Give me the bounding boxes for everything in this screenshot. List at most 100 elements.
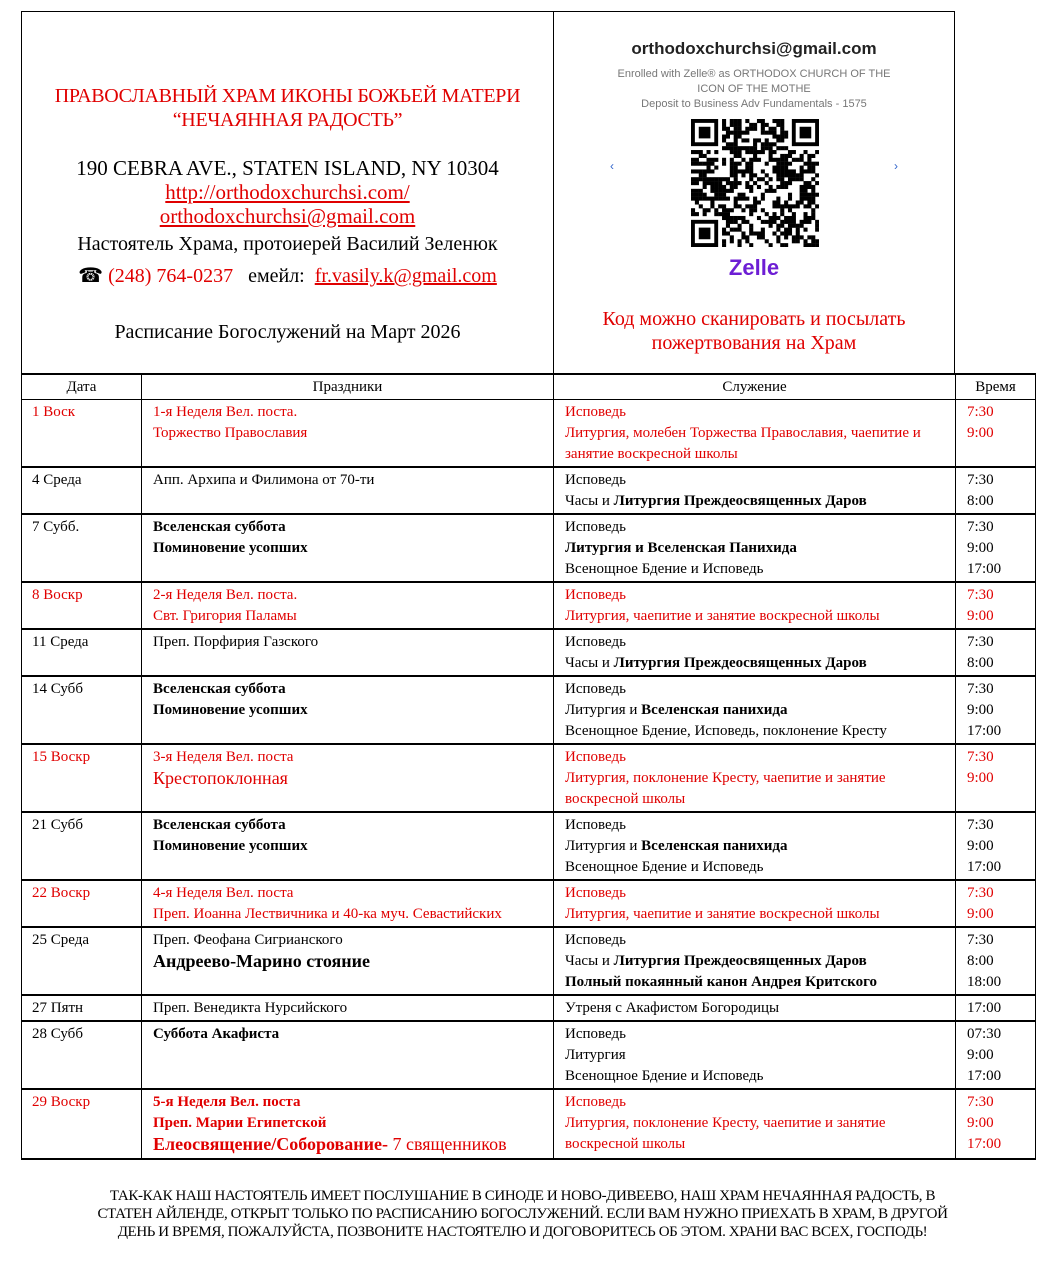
holiday-line: Поминовение усопших — [153, 700, 553, 721]
time-value: 9:00 — [967, 1115, 994, 1131]
date-cell: 7 Субб. — [21, 513, 142, 583]
service-line: Литургия, чаепитие и занятие воскресной … — [565, 606, 955, 627]
holiday-line: Торжество Православия — [153, 423, 553, 444]
text-segment: 2-я Неделя Вел. поста. — [153, 587, 298, 603]
website-line: http://orthodoxchurchsi.com/ — [22, 180, 553, 204]
text-segment: Литургия, чаепитие и занятие воскресной … — [565, 608, 880, 624]
service-line: Часы и Литургия Преждеосвященных Даров — [565, 653, 955, 674]
schedule-section: Дата Праздники Служение Время 1 Воск 1-я … — [0, 373, 1045, 1241]
table-row: 4 Среда Апп. Архипа и Филимона от 70-ти Ис… — [21, 466, 1036, 515]
text-segment: Исповедь — [565, 587, 626, 603]
holiday-line: 3-я Неделя Вел. поста — [153, 747, 553, 768]
text-segment: Всенощное Бдение и Исповедь — [565, 859, 764, 875]
col-header-time: Время — [955, 373, 1036, 400]
col-header-holidays: Праздники — [141, 373, 554, 400]
text-segment: Литургия Преждеосвященных Даров — [613, 953, 867, 969]
date-cell: 4 Среда — [21, 466, 142, 515]
text-segment: 3-я Неделя Вел. поста — [153, 749, 294, 765]
zelle-enrolled-line2: ICON OF THE MOTHE — [697, 83, 811, 95]
time-value: 17:00 — [967, 859, 1002, 875]
text-segment: Суббота Акафиста — [153, 1026, 280, 1042]
service-cell: Исповедь Литургия Всенощное Бдение и Испов… — [553, 1020, 956, 1090]
time-cell: 7:30 8:00 18:00 — [955, 926, 1036, 996]
time-cell: 17:00 — [955, 994, 1036, 1022]
text-segment: Часы и — [565, 953, 614, 969]
website-link[interactable]: http://orthodoxchurchsi.com/ — [165, 180, 410, 204]
holiday-cell: 1-я Неделя Вел. поста. Торжество Правосла… — [141, 399, 554, 468]
chevron-right-icon[interactable]: › — [894, 159, 898, 173]
email-link[interactable]: orthodoxchurchsi@gmail.com — [159, 204, 416, 228]
phone: (248) 764-0237 — [108, 265, 234, 287]
time-cell: 7:30 9:00 — [955, 399, 1036, 468]
service-cell: Исповедь Часы и Литургия Преждеосвященных… — [553, 466, 956, 515]
address: 190 CEBRA AVE., STATEN ISLAND, NY 10304 — [76, 156, 499, 180]
text-segment: Полный покаянный канон Андрея Критского — [565, 974, 878, 990]
zelle-logo: Zelle — [728, 255, 780, 280]
table-row: 21 Субб Вселенская суббота Поминовение усо… — [21, 811, 1036, 881]
text-segment: Исповедь — [565, 519, 626, 535]
holiday-line: Вселенская суббота — [153, 815, 553, 836]
service-line: Часы и Литургия Преждеосвященных Даров — [565, 491, 955, 512]
text-segment: Исповедь — [565, 749, 626, 765]
holiday-cell: 3-я Неделя Вел. поста Крестопоклонная — [141, 743, 554, 813]
service-line: Исповедь — [565, 1092, 955, 1113]
time-value: 7:30 — [967, 472, 994, 488]
service-cell: Исповедь Литургия и Вселенская Панихида Вс… — [553, 513, 956, 583]
text-segment: Поминовение усопших — [153, 702, 308, 718]
text-segment: Крестопоклонная — [153, 768, 288, 788]
holiday-line: Преп. Иоанна Лествичника и 40-ка муч. Се… — [153, 904, 553, 925]
service-line: Исповедь — [565, 747, 955, 768]
time-value: 9:00 — [967, 608, 994, 624]
text-segment: Литургия и Вселенская Панихида — [565, 540, 797, 556]
time-cell: 7:30 8:00 — [955, 466, 1036, 515]
date-cell: 11 Среда — [21, 628, 142, 677]
holiday-line: Преп. Венедикта Нурсийского — [153, 998, 553, 1019]
holiday-line: Суббота Акафиста — [153, 1024, 553, 1045]
service-cell: Исповедь Литургия и Вселенская панихида Вс… — [553, 675, 956, 745]
time-value: 7:30 — [967, 885, 994, 901]
service-cell: Исповедь Часы и Литургия Преждеосвященных… — [553, 628, 956, 677]
text-segment: Вселенская суббота — [153, 817, 286, 833]
table-body: 1 Воск 1-я Неделя Вел. поста. Торжество Пр… — [21, 399, 1036, 1160]
footer-line2: СТАТЕН АЙЛЕНДЕ, ОТКРЫТ ТОЛЬКО ПО РАСПИСА… — [97, 1206, 948, 1222]
time-cell: 7:30 9:00 — [955, 743, 1036, 813]
text-segment: Преп. Венедикта Нурсийского — [153, 1000, 348, 1016]
holiday-cell: Преп. Венедикта Нурсийского — [141, 994, 554, 1022]
service-line: Полный покаянный канон Андрея Критского — [565, 972, 955, 993]
service-line: Исповедь — [565, 402, 955, 423]
service-line: Литургия, поклонение Кресту, чаепитие и … — [565, 768, 955, 810]
rector-email-link[interactable]: fr.vasily.k@gmail.com — [314, 265, 497, 287]
text-segment: Утреня с Акафистом Богородицы — [565, 1000, 780, 1016]
col-header-service: Служение — [553, 373, 956, 400]
text-segment: Литургия, чаепитие и занятие воскресной … — [565, 906, 880, 922]
table-row: 28 Субб Суббота Акафиста Исповедь Литургия В… — [21, 1020, 1036, 1090]
text-segment: Елеосвящение/Соборование- — [153, 1134, 388, 1154]
holiday-cell: Суббота Акафиста — [141, 1020, 554, 1090]
text-segment: Преп. Иоанна Лествичника и 40-ка муч. Се… — [153, 906, 502, 922]
zelle-panel: orthodoxchurchsi@gmail.com Enrolled with… — [554, 12, 954, 373]
time-value: 9:00 — [967, 770, 994, 786]
text-segment: 7 священников — [388, 1134, 507, 1154]
text-segment: Литургия, поклонение Кресту, чаепитие и … — [565, 770, 886, 807]
text-segment: Литургия Преждеосвященных Даров — [613, 493, 867, 509]
time-value: 9:00 — [967, 702, 994, 718]
date-cell: 27 Пятн — [21, 994, 142, 1022]
time-value: 7:30 — [967, 749, 994, 765]
holiday-cell: Вселенская суббота Поминовение усопших — [141, 675, 554, 745]
text-segment: Литургия — [565, 1047, 626, 1063]
time-value: 9:00 — [967, 1047, 994, 1063]
date-cell: 21 Субб — [21, 811, 142, 881]
date-cell: 1 Воск — [21, 399, 142, 468]
time-value: 7:30 — [967, 587, 994, 603]
text-segment: Вселенская панихида — [641, 838, 788, 854]
telephone-icon: ☎ — [78, 265, 104, 287]
holiday-cell: 4-я Неделя Вел. поста Преп. Иоанна Лестви… — [141, 879, 554, 928]
service-line: Литургия и Вселенская Панихида — [565, 538, 955, 559]
service-cell: Утреня с Акафистом Богородицы — [553, 994, 956, 1022]
date-cell: 14 Субб — [21, 675, 142, 745]
text-segment: Часы и — [565, 655, 614, 671]
chevron-left-icon[interactable]: ‹ — [610, 159, 614, 173]
church-name-line1: ПРАВОСЛАВНЫЙ ХРАМ ИКОНЫ БОЖЬЕЙ МАТЕРИ — [54, 85, 521, 107]
col-header-date: Дата — [21, 373, 142, 400]
service-line: Всенощное Бдение, Исповедь, поклонение К… — [565, 721, 955, 742]
